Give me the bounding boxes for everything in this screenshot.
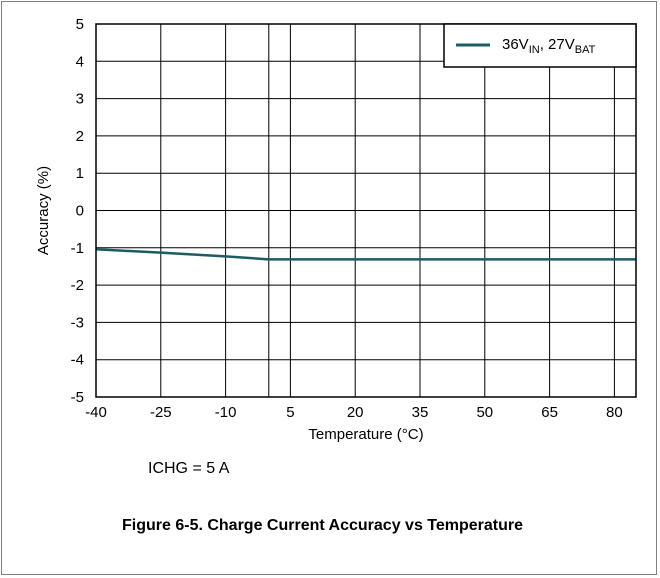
y-tick-label: -3: [71, 314, 84, 331]
x-tick-label: 20: [347, 404, 364, 421]
y-tick-label: 3: [76, 91, 84, 108]
x-tick-label: 50: [476, 404, 493, 421]
x-tick-label: 5: [286, 404, 294, 421]
grid-lines: [95, 23, 637, 398]
x-tick-label: 35: [412, 404, 429, 421]
series-layer: [95, 248, 636, 261]
legend-label-part: , 27V: [540, 36, 575, 53]
legend: 36VIN, 27VBAT: [443, 23, 637, 68]
legend-label-subscript: IN: [529, 44, 540, 56]
y-tick-label: 5: [76, 16, 84, 33]
series-line: [95, 248, 636, 261]
y-tick-label: -4: [71, 352, 84, 369]
y-tick-label: 0: [76, 203, 84, 220]
y-tick-label: -1: [71, 240, 84, 257]
y-tick-label: 1: [76, 165, 84, 182]
plot-area-border: [95, 23, 637, 398]
test-condition-note: ICHG = 5 A: [148, 460, 230, 477]
x-tick-label: 65: [541, 404, 558, 421]
y-tick-label: -5: [71, 389, 84, 406]
y-tick-label: 4: [76, 53, 84, 70]
x-tick-labels: -40 -25 -10 5 20 35 50 65 80: [85, 404, 623, 421]
x-axis-title: Temperature (°C): [308, 426, 423, 443]
legend-label-subscript: BAT: [575, 44, 596, 56]
x-tick-label: -10: [215, 404, 237, 421]
x-tick-label: -25: [150, 404, 172, 421]
y-tick-label: -2: [71, 277, 84, 294]
legend-label: 36VIN, 27VBAT: [502, 36, 596, 56]
y-tick-label: 2: [76, 128, 84, 145]
x-tick-label: -40: [85, 404, 107, 421]
y-tick-labels: -5 -4 -3 -2 -1 0 1 2 3 4 5: [71, 16, 84, 406]
legend-label-part: 36V: [502, 36, 529, 53]
figure-caption: Figure 6-5. Charge Current Accuracy vs T…: [122, 517, 524, 534]
x-tick-label: 80: [606, 404, 623, 421]
y-axis-title: Accuracy (%): [35, 166, 52, 255]
